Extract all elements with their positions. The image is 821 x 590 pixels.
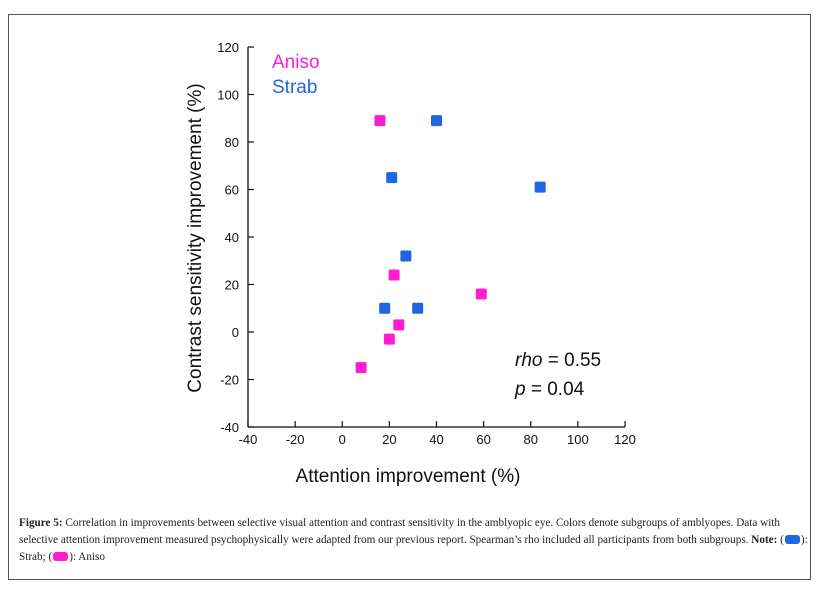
y-tick-label: 60	[225, 183, 239, 198]
data-point-aniso	[355, 362, 367, 374]
figure-label: Figure 5:	[19, 517, 63, 529]
legend-entry-strab: Strab	[272, 77, 317, 98]
x-axis-label: Attention improvement (%)	[296, 466, 521, 487]
data-point-aniso	[475, 288, 487, 300]
x-tick-label: -20	[286, 432, 305, 447]
data-points	[355, 115, 546, 374]
y-tick-label: 40	[225, 230, 239, 245]
y-tick-label: 100	[217, 88, 239, 103]
y-tick-label: 80	[225, 135, 239, 150]
data-point-strab	[412, 302, 424, 314]
figure-frame: Figure 5: Correlation in improvements be…	[8, 14, 811, 580]
rho-label: rho	[515, 350, 542, 371]
x-tick-label: 120	[614, 432, 636, 447]
note-label: Note:	[751, 534, 778, 546]
data-point-aniso	[383, 333, 395, 345]
y-tick-label: 0	[232, 325, 239, 340]
y-tick-label: 20	[225, 278, 239, 293]
y-tick-label: -20	[220, 373, 239, 388]
p-value: = 0.04	[526, 379, 585, 400]
figure-caption: Figure 5: Correlation in improvements be…	[19, 515, 814, 566]
scatter-chart: -40 -20 0 20 40 60 80 100 120 -40 -20 0 20 40 60 80 100 1…	[185, 40, 636, 487]
ticks: -40 -20 0 20 40 60 80 100 120 -40 -20 0 20 40 60 80 100 1…	[217, 40, 636, 447]
rho-annotation: rho = 0.55	[515, 350, 601, 371]
y-tick-label: 120	[217, 40, 239, 55]
legend-entry-aniso: Aniso	[272, 52, 320, 73]
y-axis-label: Contrast sensitivity improvement (%)	[185, 83, 206, 392]
p-annotation: p = 0.04	[514, 379, 585, 400]
data-point-strab	[431, 115, 442, 127]
x-tick-label: 0	[339, 432, 346, 447]
rho-value: = 0.55	[542, 350, 601, 371]
x-tick-label: 40	[429, 432, 443, 447]
x-tick-label: -40	[239, 432, 258, 447]
data-point-aniso	[388, 269, 400, 281]
x-tick-label: 60	[476, 432, 490, 447]
caption-text: Correlation in improvements between sele…	[19, 517, 781, 546]
data-point-aniso	[374, 115, 386, 127]
p-label: p	[514, 379, 526, 400]
x-tick-label: 100	[567, 432, 589, 447]
data-point-strab	[534, 181, 546, 193]
note-aniso: ): Aniso	[69, 551, 105, 563]
data-point-aniso	[393, 319, 405, 331]
y-tick-label: -40	[220, 420, 239, 435]
x-tick-label: 20	[382, 432, 396, 447]
data-point-strab	[386, 172, 398, 184]
strab-swatch-icon	[784, 535, 800, 544]
legend: Aniso Strab	[272, 52, 320, 98]
aniso-swatch-icon	[53, 552, 69, 561]
x-tick-label: 80	[524, 432, 538, 447]
data-point-strab	[379, 302, 391, 314]
note-strab: ): Strab; (	[19, 534, 808, 563]
data-point-strab	[400, 250, 412, 262]
note-open: (	[777, 534, 784, 546]
